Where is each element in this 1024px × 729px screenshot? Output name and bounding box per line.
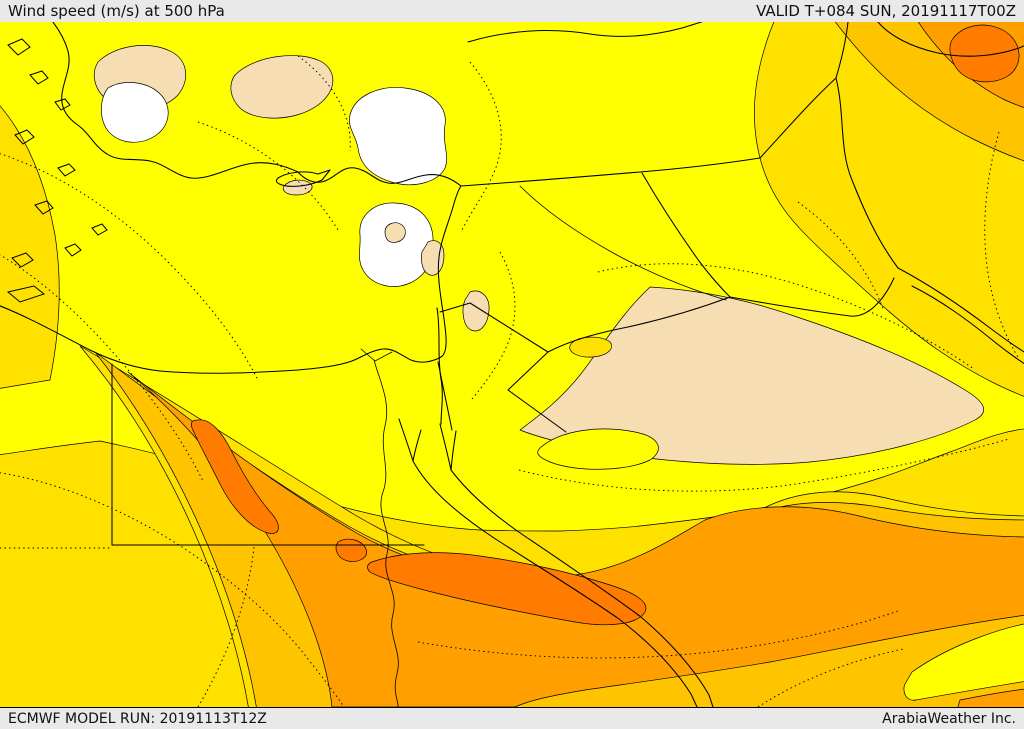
eastern-desert-deep-orange-core <box>191 419 279 534</box>
island <box>14 129 35 145</box>
contour-dotted-line <box>461 61 502 231</box>
black-sea-coastline <box>467 22 703 43</box>
island <box>29 70 49 85</box>
mediterranean-coastline <box>0 22 462 374</box>
contour-dotted-line <box>197 546 255 707</box>
wind-speed-contour-map <box>0 22 1024 707</box>
anatolia-white-patch-central <box>349 87 448 186</box>
provider-credit: ArabiaWeather Inc. <box>882 710 1016 727</box>
persian-gulf-north-coastline <box>897 267 1024 353</box>
model-run-label: ECMWF MODEL RUN: 20191113T12Z <box>8 710 267 727</box>
caspian-sea-coastline <box>877 22 1024 57</box>
turkey-iraq-border <box>759 22 849 159</box>
contour-dotted-line <box>0 153 259 381</box>
island <box>64 243 82 257</box>
nile-river <box>373 359 399 707</box>
northeast-deep-orange-core <box>949 24 1020 83</box>
iran-iraq-border <box>835 77 899 269</box>
nile-delta-branches <box>360 348 393 362</box>
wind-speed-fill-contours <box>0 22 1024 707</box>
central-cream-region <box>519 286 985 465</box>
coastlines-and-borders <box>0 22 1024 707</box>
aegean-islands <box>6 38 108 303</box>
island <box>7 38 31 56</box>
rhodes-island <box>91 223 108 236</box>
coast-cream-sliver <box>282 179 313 196</box>
island <box>11 252 34 268</box>
valid-time-label: VALID T+084 SUN, 20191117T00Z <box>756 2 1016 20</box>
island <box>34 200 54 215</box>
kuwait-gulf-coastline <box>729 277 895 317</box>
cream-region-yellow-hole <box>537 428 659 470</box>
island <box>57 163 76 177</box>
gulf-of-suez-coastline <box>398 418 422 462</box>
contour-dotted-line <box>471 251 516 400</box>
red-sea-west-coastline <box>412 460 698 707</box>
jordan-saudi-border <box>439 302 567 433</box>
cyprus-island <box>275 169 331 187</box>
contour-dotted-line <box>417 610 899 659</box>
island <box>54 98 71 111</box>
persian-gulf-south-coastline <box>911 285 1024 365</box>
contour-dotted-line <box>0 472 345 707</box>
anatolia-cream-patch-mid <box>230 55 334 119</box>
syria-iraq-border <box>641 172 731 298</box>
crete-island <box>6 285 46 303</box>
jordan-cream-oval <box>462 290 490 332</box>
dotted-contour-lines <box>0 55 1020 707</box>
iraq-saudi-border <box>547 296 731 353</box>
contour-dotted-line <box>797 201 884 310</box>
southeast-yellow-wedge <box>903 623 1024 701</box>
levant-white-patch <box>359 202 434 287</box>
footer-bar: ECMWF MODEL RUN: 20191113T12Z ArabiaWeat… <box>0 707 1024 729</box>
left-edge-gold-band <box>0 105 60 389</box>
contour-dotted-line <box>757 648 904 707</box>
turkey-syria-border <box>460 157 761 187</box>
southeast-corner-orange <box>957 688 1024 707</box>
levant-white-patch-cream-dot <box>384 222 406 243</box>
euphrates-river <box>519 185 727 301</box>
header-bar: Wind speed (m/s) at 500 hPa VALID T+084 … <box>0 0 1024 22</box>
egypt-israel-border <box>437 361 453 431</box>
map-title: Wind speed (m/s) at 500 hPa <box>8 2 225 20</box>
red-sea-east-coastline <box>450 469 714 707</box>
gulf-of-aqaba-coastline <box>439 423 457 471</box>
central-deep-orange-core <box>367 552 647 626</box>
anatolia-white-patch-west <box>101 82 169 143</box>
